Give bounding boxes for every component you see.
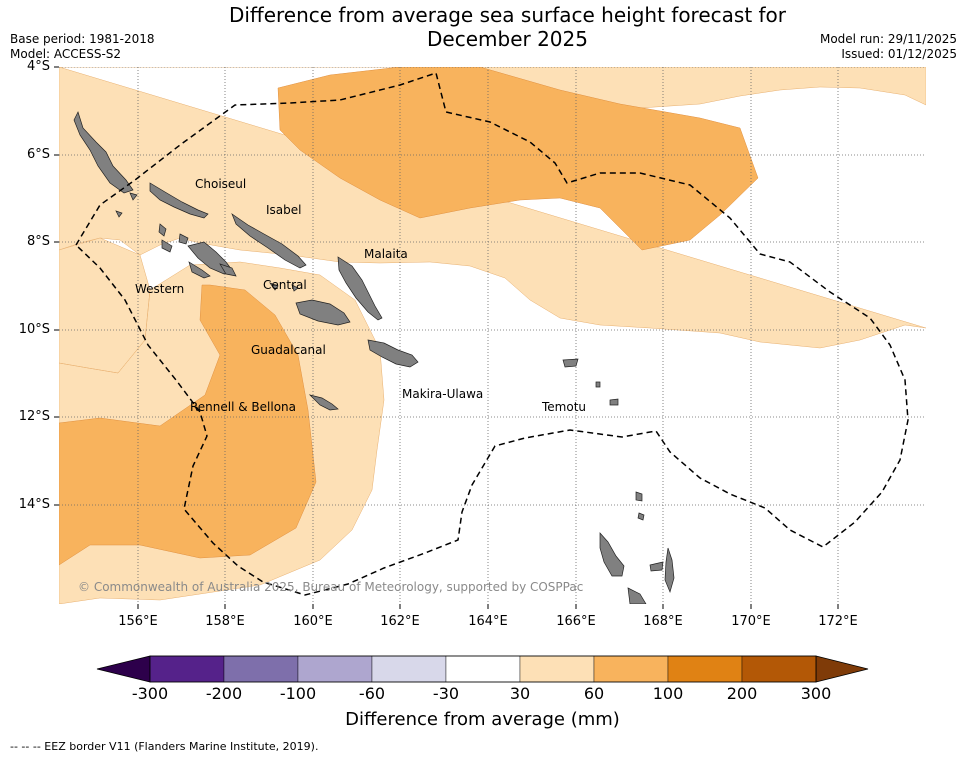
issued-date: Issued: 01/12/2025	[841, 47, 957, 61]
lon-label: 160°E	[293, 614, 333, 629]
colorbar-tick: 30	[509, 684, 531, 703]
lat-label: 12°S	[18, 409, 50, 424]
eez-legend-footer: -- -- -- EEZ border V11 (Flanders Marine…	[10, 740, 319, 753]
lon-label: 170°E	[731, 614, 771, 629]
lon-label: 162°E	[380, 614, 420, 629]
lon-label: 172°E	[818, 614, 858, 629]
colorbar-label: Difference from average (mm)	[345, 709, 620, 730]
title-line-1: Difference from average sea surface heig…	[228, 3, 787, 27]
colorbar-tick: 300	[800, 684, 832, 703]
colorbar-over-arrow	[815, 655, 869, 683]
colorbar-tick: 60	[583, 684, 605, 703]
colorbar-segment	[445, 655, 521, 683]
model-name: Model: ACCESS-S2	[10, 47, 122, 61]
colorbar-segment	[519, 655, 595, 683]
colorbar-segment	[667, 655, 743, 683]
lon-label: 158°E	[205, 614, 245, 629]
colorbar-tick: -300	[131, 684, 169, 703]
eez-border	[75, 72, 909, 596]
lon-label: 156°E	[118, 614, 158, 629]
base-period: Base period: 1981-2018	[10, 32, 155, 46]
colorbar-segment	[371, 655, 447, 683]
region-label-rennell-bellona: Rennell & Bellona	[190, 400, 297, 414]
colorbar-tick: 200	[726, 684, 758, 703]
colorbar-tick: 100	[652, 684, 684, 703]
colorbar-segment	[149, 655, 225, 683]
colorbar-segment	[297, 655, 373, 683]
colorbar-frame	[149, 655, 817, 683]
colorbar-tick: -30	[432, 684, 460, 703]
grid-lines	[59, 67, 926, 604]
colorbar-under-arrow	[96, 655, 151, 683]
colorbar-segment	[593, 655, 669, 683]
lat-label: 10°S	[18, 322, 50, 337]
meta-right: Model run: 29/11/2025 Issued: 01/12/2025	[820, 32, 957, 62]
lat-label: 8°S	[26, 234, 50, 249]
colorbar-segment	[223, 655, 299, 683]
colorbar-tick: -60	[358, 684, 386, 703]
region-label-isabel: Isabel	[266, 203, 302, 217]
lon-label: 166°E	[556, 614, 596, 629]
region-label-western: Western	[135, 282, 185, 296]
model-run: Model run: 29/11/2025	[819, 32, 957, 46]
colorbar-tick: -100	[279, 684, 317, 703]
region-label-temotu: Temotu	[542, 400, 587, 414]
contour-60-100-south	[59, 284, 317, 566]
lat-label: 14°S	[18, 497, 50, 512]
lat-label: 6°S	[26, 147, 50, 162]
contour-60-100-north	[277, 67, 759, 251]
region-label-malaita: Malaita	[364, 247, 408, 261]
copyright-notice: © Commonwealth of Australia 2025, Bureau…	[78, 580, 584, 594]
region-label-guadalcanal: Guadalcanal	[251, 343, 326, 357]
region-label-choiseul: Choiseul	[195, 177, 247, 191]
lon-label: 164°E	[468, 614, 508, 629]
meta-left: Base period: 1981-2018 Model: ACCESS-S2	[10, 32, 155, 62]
colorbar	[96, 655, 869, 683]
colorbar-tick: -200	[205, 684, 243, 703]
lon-label: 168°E	[643, 614, 683, 629]
lat-label: 4°S	[26, 59, 50, 74]
axis-ticks	[54, 66, 839, 609]
islands	[73, 111, 675, 604]
colorbar-segment	[741, 655, 817, 683]
title-line-2: December 2025	[427, 27, 588, 51]
region-label-central: Central	[263, 278, 307, 292]
region-label-makira-ulawa: Makira-Ulawa	[402, 387, 484, 401]
map-title: Difference from average sea surface heig…	[0, 3, 965, 51]
